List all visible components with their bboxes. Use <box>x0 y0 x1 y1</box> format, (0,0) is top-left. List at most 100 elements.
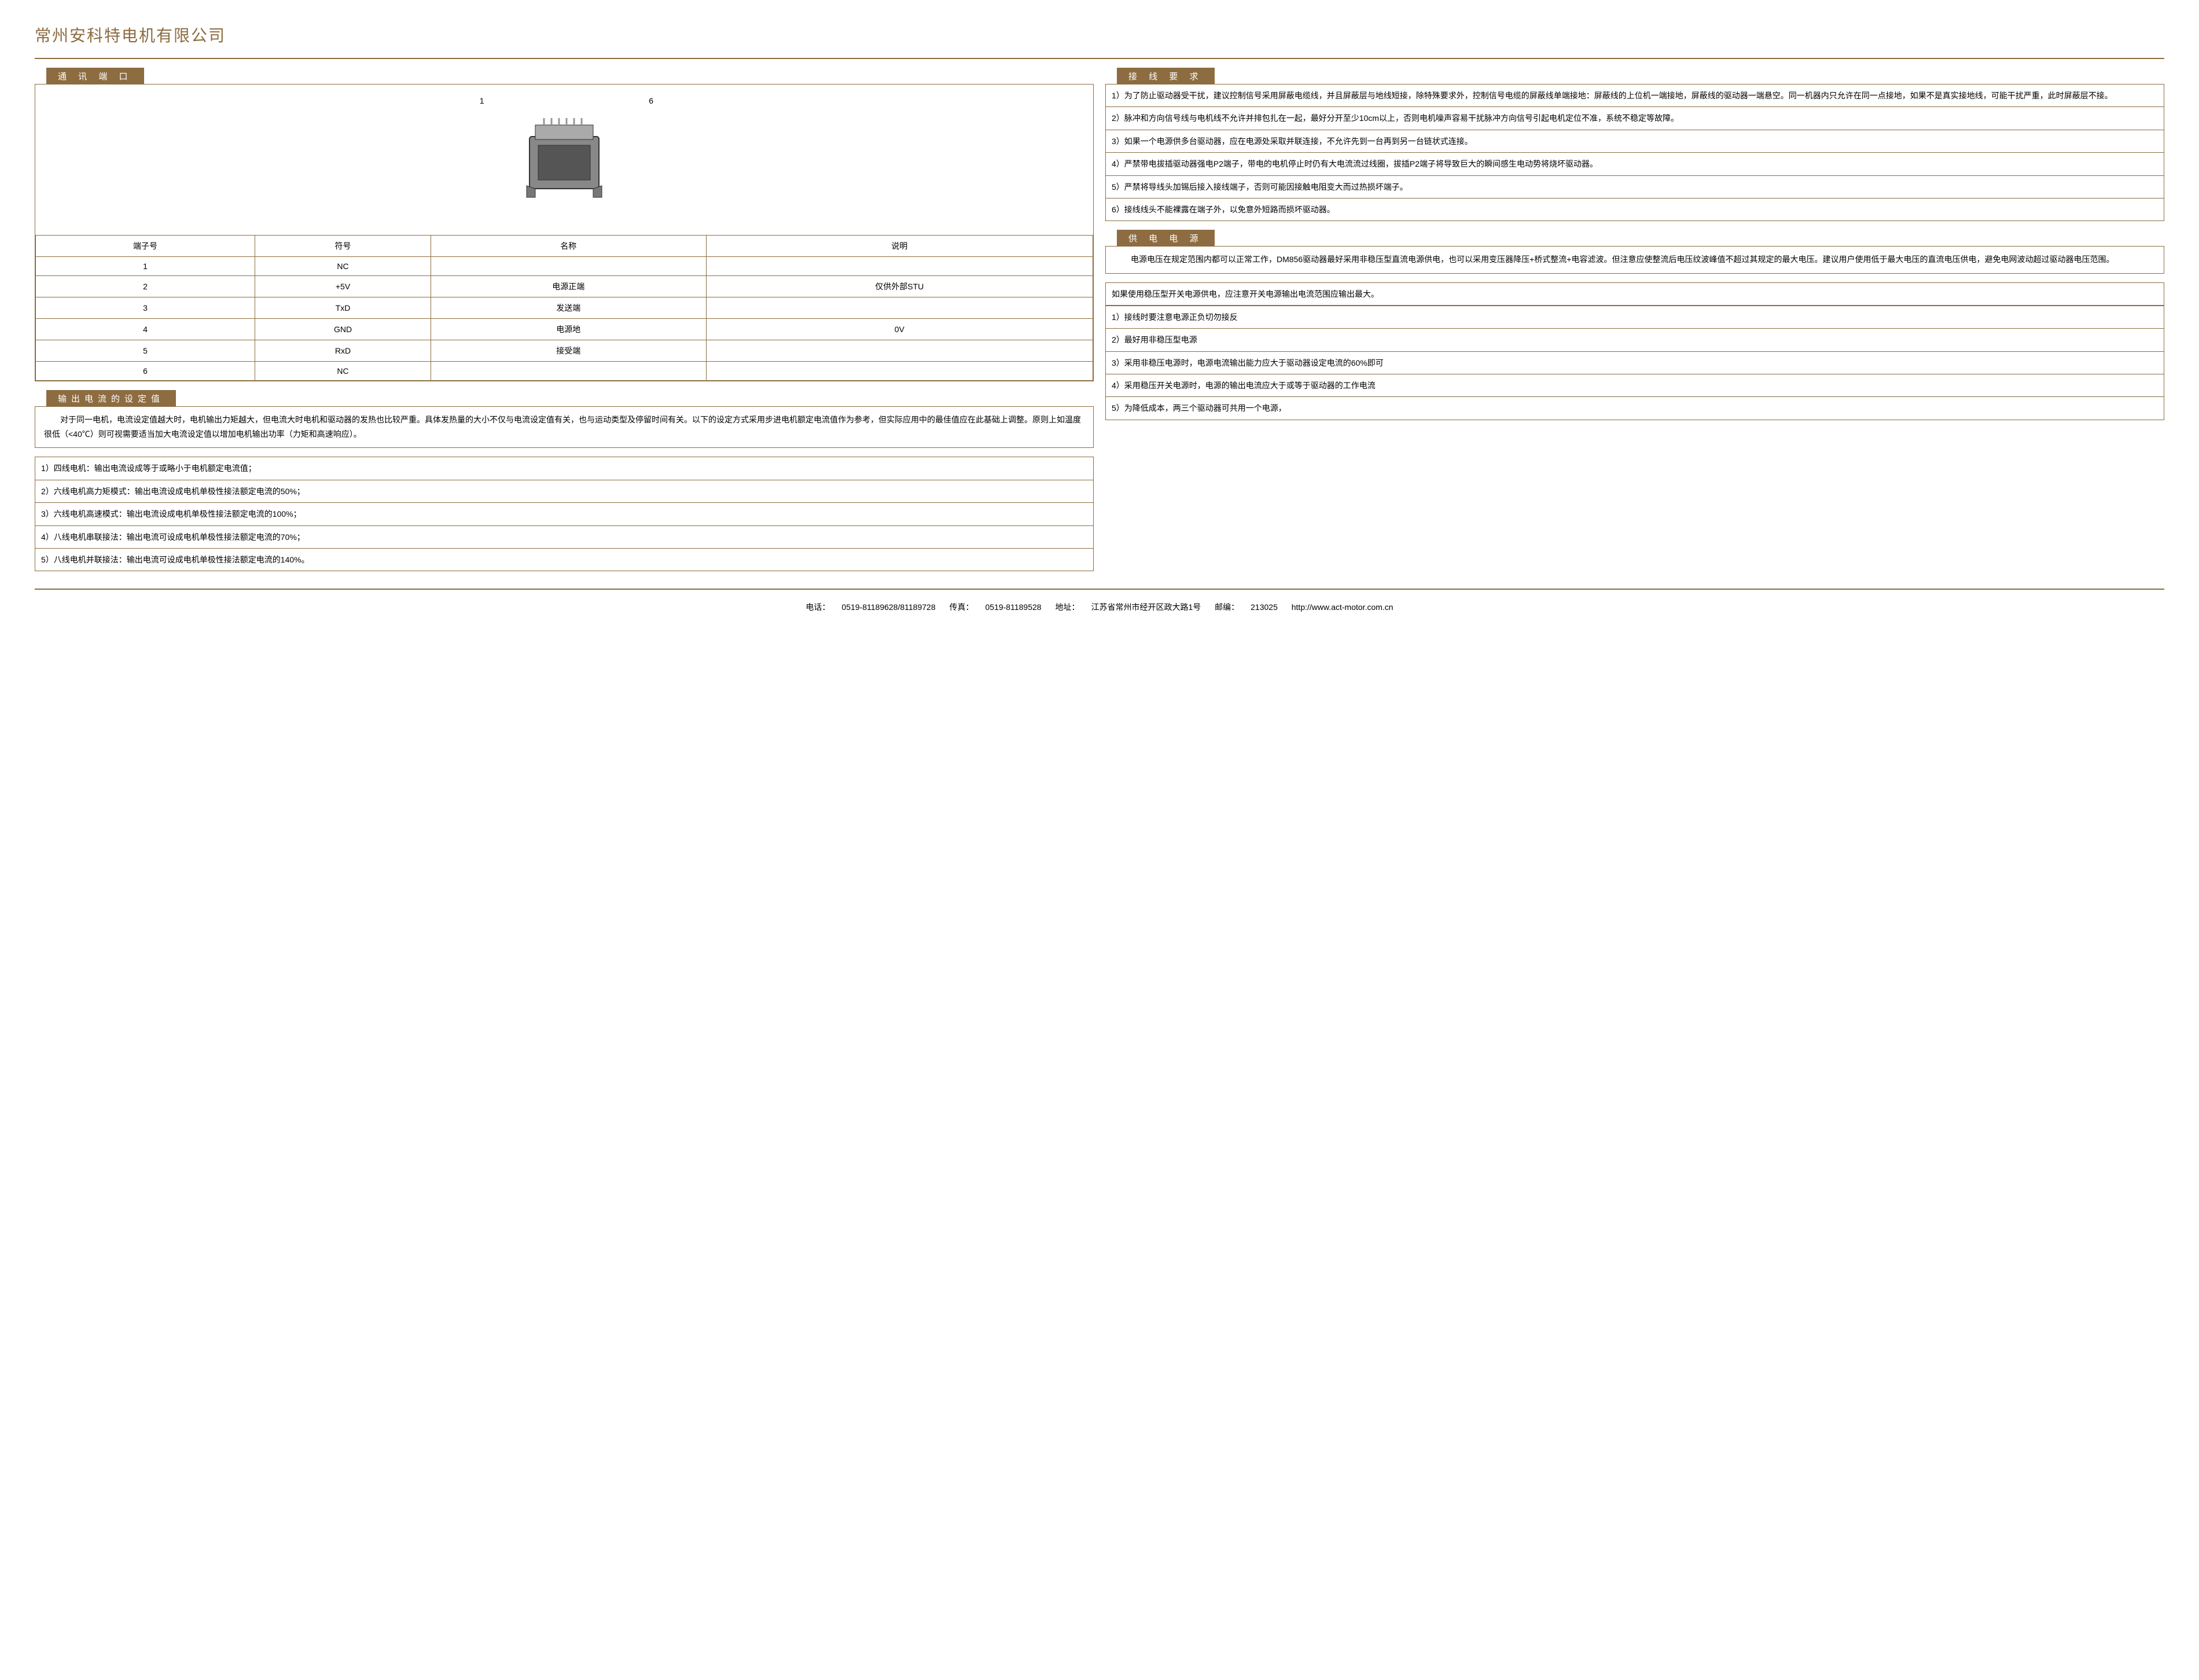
pin-td: 1 <box>36 257 255 276</box>
pin-td: NC <box>255 257 431 276</box>
footer-phone: 0519-81189628/81189728 <box>841 602 935 612</box>
pin-td <box>706 362 1093 381</box>
output-current-list: 1）四线电机：输出电流设成等于或略小于电机额定电流值；2）六线电机高力矩模式：输… <box>35 457 1094 571</box>
list-item: 4）严禁带电拔插驱动器强电P2端子，带电的电机停止时仍有大电流流过线圈，拔插P2… <box>1106 153 2164 175</box>
list-item: 3）采用非稳压电源时，电源电流输出能力应大于驱动器设定电流的60%即可 <box>1106 351 2164 374</box>
pin-td <box>706 297 1093 319</box>
pin-td: 电源正端 <box>431 276 706 297</box>
table-row: 4GND电源地0V <box>36 319 1093 340</box>
footer-fax: 0519-81189528 <box>985 602 1042 612</box>
output-current-section: 输出电流的设定值 对于同一电机，电流设定值越大时，电机输出力矩越大，但电流大时电… <box>35 390 1094 571</box>
pin-th: 符号 <box>255 236 431 257</box>
pin-td: GND <box>255 319 431 340</box>
pin-td: 仅供外部STU <box>706 276 1093 297</box>
pin-td: 6 <box>36 362 255 381</box>
table-row: 5RxD接受端 <box>36 340 1093 362</box>
list-cell: 4）八线电机串联接法：输出电流可设成电机单极性接法额定电流的70%； <box>35 525 1094 548</box>
list-cell: 5）严禁将导线头加锡后接入接线端子，否则可能因接触电阻变大而过热损坏端子。 <box>1106 175 2164 198</box>
output-current-para: 对于同一电机，电流设定值越大时，电机输出力矩越大，但电流大时电机和驱动器的发热也… <box>35 407 1093 447</box>
list-item: 4）采用稳压开关电源时，电源的输出电流应大于或等于驱动器的工作电流 <box>1106 374 2164 397</box>
list-cell: 3）六线电机高速模式：输出电流设成电机单极性接法额定电流的100%； <box>35 503 1094 525</box>
pin-td: 3 <box>36 297 255 319</box>
footer-fax-label: 传真： <box>950 602 974 612</box>
list-item: 2）脉冲和方向信号线与电机线不允许并排包扎在一起，最好分开至少10cm以上，否则… <box>1106 107 2164 130</box>
power-supply-box1: 电源电压在规定范围内都可以正常工作，DM856驱动器最好采用非稳压型直流电源供电… <box>1105 246 2164 273</box>
output-current-box: 对于同一电机，电流设定值越大时，电机输出力矩越大，但电流大时电机和驱动器的发热也… <box>35 406 1094 448</box>
pin-th: 端子号 <box>36 236 255 257</box>
power-supply-section: 供 电 电 源 电源电压在规定范围内都可以正常工作，DM856驱动器最好采用非稳… <box>1105 230 2164 420</box>
comm-port-box: 1 6 <box>35 84 1094 381</box>
list-item: 4）八线电机串联接法：输出电流可设成电机单极性接法额定电流的70%； <box>35 525 1094 548</box>
footer-phone-label: 电话： <box>806 602 830 612</box>
power-supply-list: 1）接线时要注意电源正负切勿接反2）最好用非稳压型电源3）采用非稳压电源时，电源… <box>1105 306 2164 420</box>
power-supply-para2: 如果使用稳压型开关电源供电，应注意开关电源输出电流范围应输出最大。 <box>1106 282 2164 305</box>
footer-zip-label: 邮编： <box>1215 602 1239 612</box>
output-current-header: 输出电流的设定值 <box>46 390 176 407</box>
list-item: 1）为了防止驱动器受干扰，建议控制信号采用屏蔽电缆线，并且屏蔽层与地线短接，除特… <box>1106 84 2164 107</box>
pin-th: 名称 <box>431 236 706 257</box>
pin-td: 4 <box>36 319 255 340</box>
power-supply-para1: 电源电压在规定范围内都可以正常工作，DM856驱动器最好采用非稳压型直流电源供电… <box>1106 247 2164 273</box>
page-content: 通 讯 端 口 1 6 <box>35 58 2164 571</box>
footer-addr-label: 地址： <box>1055 602 1079 612</box>
list-cell: 1）接线时要注意电源正负切勿接反 <box>1106 306 2164 328</box>
pin-td: 0V <box>706 319 1093 340</box>
power-supply-header: 供 电 电 源 <box>1117 230 1215 247</box>
table-row: 2+5V电源正端仅供外部STU <box>36 276 1093 297</box>
list-cell: 2）六线电机高力矩模式：输出电流设成电机单极性接法额定电流的50%； <box>35 480 1094 502</box>
list-cell: 1）为了防止驱动器受干扰，建议控制信号采用屏蔽电缆线，并且屏蔽层与地线短接，除特… <box>1106 84 2164 107</box>
list-item: 3）如果一个电源供多台驱动器，应在电源处采取并联连接，不允许先到一台再到另一台链… <box>1106 130 2164 152</box>
pin-td <box>706 340 1093 362</box>
pin-td: 5 <box>36 340 255 362</box>
list-cell: 4）严禁带电拔插驱动器强电P2端子，带电的电机停止时仍有大电流流过线圈，拔插P2… <box>1106 153 2164 175</box>
pin-td: 电源地 <box>431 319 706 340</box>
pin-td: 接受端 <box>431 340 706 362</box>
pin-table: 端子号符号名称说明 1NC2+5V电源正端仅供外部STU3TxD发送端4GND电… <box>35 235 1093 381</box>
comm-port-section: 通 讯 端 口 1 6 <box>35 68 1094 381</box>
pin-label-6: 6 <box>649 96 653 105</box>
connector-image: 1 6 <box>35 84 1093 235</box>
pin-td <box>431 362 706 381</box>
list-item: 5）八线电机并联接法：输出电流可设成电机单极性接法额定电流的140%。 <box>35 548 1094 571</box>
list-cell: 2）脉冲和方向信号线与电机线不允许并排包扎在一起，最好分开至少10cm以上，否则… <box>1106 107 2164 130</box>
list-item: 5）严禁将导线头加锡后接入接线端子，否则可能因接触电阻变大而过热损坏端子。 <box>1106 175 2164 198</box>
footer: 电话： 0519-81189628/81189728 传真： 0519-811895… <box>35 589 2164 613</box>
list-item: 1）四线电机：输出电流设成等于或略小于电机额定电流值； <box>35 457 1094 480</box>
pin-td: +5V <box>255 276 431 297</box>
pin-label-1: 1 <box>480 96 484 105</box>
list-item: 5）为降低成本，两三个驱动器可共用一个电源， <box>1106 397 2164 420</box>
left-column: 通 讯 端 口 1 6 <box>35 68 1094 571</box>
right-column: 接 线 要 求 1）为了防止驱动器受干扰，建议控制信号采用屏蔽电缆线，并且屏蔽层… <box>1105 68 2164 571</box>
list-item: 3）六线电机高速模式：输出电流设成电机单极性接法额定电流的100%； <box>35 503 1094 525</box>
footer-addr: 江苏省常州市经开区政大路1号 <box>1091 602 1201 612</box>
list-cell: 4）采用稳压开关电源时，电源的输出电流应大于或等于驱动器的工作电流 <box>1106 374 2164 397</box>
pin-th: 说明 <box>706 236 1093 257</box>
list-cell: 3）采用非稳压电源时，电源电流输出能力应大于驱动器设定电流的60%即可 <box>1106 351 2164 374</box>
list-cell: 1）四线电机：输出电流设成等于或略小于电机额定电流值； <box>35 457 1094 480</box>
pin-td <box>706 257 1093 276</box>
footer-zip: 213025 <box>1251 602 1278 612</box>
list-item: 2）最好用非稳压型电源 <box>1106 329 2164 351</box>
list-item: 2）六线电机高力矩模式：输出电流设成电机单极性接法额定电流的50%； <box>35 480 1094 502</box>
footer-url: http://www.act-motor.com.cn <box>1292 602 1393 612</box>
wiring-req-list: 1）为了防止驱动器受干扰，建议控制信号采用屏蔽电缆线，并且屏蔽层与地线短接，除特… <box>1105 84 2164 221</box>
table-row: 3TxD发送端 <box>36 297 1093 319</box>
list-cell: 5）为降低成本，两三个驱动器可共用一个电源， <box>1106 397 2164 420</box>
list-cell: 2）最好用非稳压型电源 <box>1106 329 2164 351</box>
pin-td: 2 <box>36 276 255 297</box>
wiring-req-header: 接 线 要 求 <box>1117 68 1215 84</box>
pin-td: TxD <box>255 297 431 319</box>
table-row: 6NC <box>36 362 1093 381</box>
pin-td <box>431 257 706 276</box>
rj-connector-icon <box>506 102 622 218</box>
list-cell: 3）如果一个电源供多台驱动器，应在电源处采取并联连接，不允许先到一台再到另一台链… <box>1106 130 2164 152</box>
company-title: 常州安科特电机有限公司 <box>35 23 2164 46</box>
wiring-req-section: 接 线 要 求 1）为了防止驱动器受干扰，建议控制信号采用屏蔽电缆线，并且屏蔽层… <box>1105 68 2164 221</box>
comm-port-header: 通 讯 端 口 <box>46 68 144 84</box>
pin-td: 发送端 <box>431 297 706 319</box>
pin-td: NC <box>255 362 431 381</box>
list-cell: 5）八线电机并联接法：输出电流可设成电机单极性接法额定电流的140%。 <box>35 548 1094 571</box>
pin-td: RxD <box>255 340 431 362</box>
power-supply-list-wrap: 如果使用稳压型开关电源供电，应注意开关电源输出电流范围应输出最大。 <box>1105 282 2164 306</box>
table-row: 1NC <box>36 257 1093 276</box>
